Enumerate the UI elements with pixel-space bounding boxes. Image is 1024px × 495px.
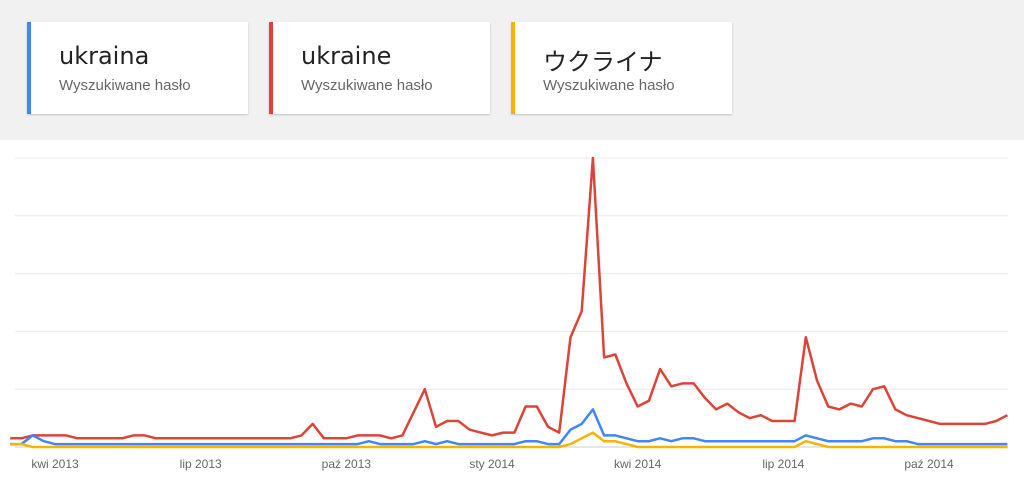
x-tick-label: kwi 2014 bbox=[614, 457, 662, 471]
term-type: Wyszukiwane hasło bbox=[543, 77, 675, 94]
term-card[interactable]: ukraina Wyszukiwane hasło bbox=[27, 22, 248, 114]
term-type: Wyszukiwane hasło bbox=[59, 77, 191, 94]
x-tick-label: paź 2014 bbox=[904, 457, 954, 471]
x-tick-label: lip 2013 bbox=[180, 457, 222, 471]
series-line bbox=[10, 431, 1008, 449]
term: ウクライナ bbox=[543, 48, 663, 76]
term: ukraina bbox=[59, 42, 150, 70]
term-card[interactable]: ウクライナ Wyszukiwane hasło bbox=[511, 22, 732, 114]
x-tick-label: lip 2014 bbox=[762, 457, 804, 471]
term: ukraine bbox=[301, 42, 392, 70]
x-tick-label: kwi 2013 bbox=[31, 457, 79, 471]
term-type: Wyszukiwane hasło bbox=[301, 77, 433, 94]
legend-bar: ukraina Wyszukiwane hasło ukraine Wyszukiwa… bbox=[0, 0, 1024, 140]
series-line bbox=[10, 156, 1008, 440]
x-tick-label: paź 2013 bbox=[322, 457, 372, 471]
term-card[interactable]: ukraine Wyszukiwane hasło bbox=[269, 22, 490, 114]
series-line bbox=[10, 408, 1008, 446]
x-tick-label: sty 2014 bbox=[469, 457, 515, 471]
